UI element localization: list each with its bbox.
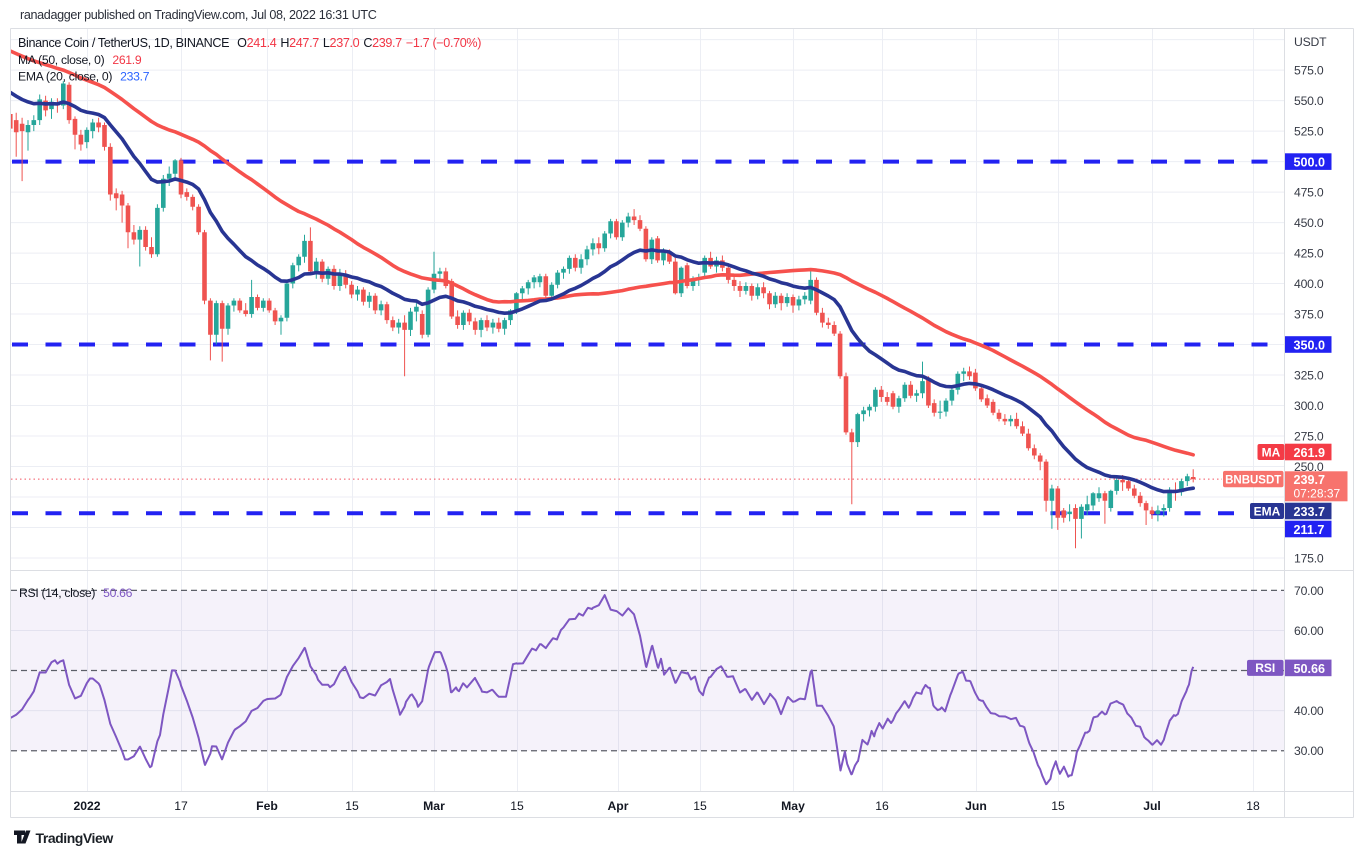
svg-text:275.0: 275.0	[1294, 430, 1324, 444]
svg-text:325.0: 325.0	[1294, 369, 1324, 383]
svg-text:239.7: 239.7	[1294, 473, 1326, 487]
svg-text:15: 15	[510, 799, 524, 813]
svg-text:261.9: 261.9	[1294, 446, 1326, 460]
svg-text:70.00: 70.00	[1294, 584, 1324, 598]
svg-text:Jul: Jul	[1143, 799, 1161, 813]
svg-text:MA: MA	[1262, 445, 1281, 459]
svg-text:Apr: Apr	[608, 799, 629, 813]
svg-text:450.0: 450.0	[1294, 216, 1324, 230]
svg-text:211.7: 211.7	[1294, 523, 1325, 537]
svg-text:RSI (14, close)50.66: RSI (14, close) 50.66	[19, 586, 133, 600]
svg-text:RSI: RSI	[1255, 661, 1275, 675]
svg-text:Mar: Mar	[423, 799, 445, 813]
svg-text:575.0: 575.0	[1294, 64, 1324, 78]
svg-text:07:28:37: 07:28:37	[1294, 487, 1341, 501]
svg-text:MA (50, close, 0)261.9: MA (50, close, 0) 261.9	[18, 53, 142, 67]
svg-text:USDT: USDT	[1294, 35, 1327, 49]
svg-text:EMA (20, close, 0)233.7: EMA (20, close, 0) 233.7	[18, 70, 150, 84]
svg-text:40.00: 40.00	[1294, 704, 1324, 718]
svg-text:16: 16	[875, 799, 889, 813]
svg-text:TradingView: TradingView	[36, 830, 114, 846]
svg-text:18: 18	[1246, 799, 1260, 813]
svg-text:30.00: 30.00	[1294, 744, 1324, 758]
svg-text:EMA: EMA	[1254, 504, 1281, 518]
svg-text:300.0: 300.0	[1294, 399, 1324, 413]
svg-text:250.0: 250.0	[1294, 460, 1324, 474]
svg-text:425.0: 425.0	[1294, 247, 1324, 261]
svg-text:175.0: 175.0	[1294, 552, 1324, 566]
svg-text:BNBUSDT: BNBUSDT	[1225, 474, 1281, 486]
svg-text:May: May	[781, 799, 805, 813]
svg-text:375.0: 375.0	[1294, 308, 1324, 322]
svg-text:ranadagger published on Tradin: ranadagger published on TradingView.com,…	[20, 8, 377, 22]
svg-text:60.00: 60.00	[1294, 624, 1324, 638]
svg-text:2022: 2022	[73, 799, 100, 813]
svg-text:Binance Coin / TetherUS, 1D, B: Binance Coin / TetherUS, 1D, BINANCE O241…	[18, 36, 481, 50]
svg-text:550.0: 550.0	[1294, 94, 1324, 108]
svg-text:233.7: 233.7	[1294, 505, 1326, 519]
svg-text:15: 15	[1051, 799, 1065, 813]
svg-text:475.0: 475.0	[1294, 186, 1324, 200]
svg-text:15: 15	[345, 799, 359, 813]
svg-text:350.0: 350.0	[1294, 338, 1326, 352]
svg-text:500.0: 500.0	[1294, 156, 1326, 170]
svg-text:525.0: 525.0	[1294, 125, 1324, 139]
svg-text:50.66: 50.66	[1294, 662, 1326, 676]
svg-text:Feb: Feb	[256, 799, 278, 813]
svg-text:15: 15	[693, 799, 707, 813]
svg-text:400.0: 400.0	[1294, 277, 1324, 291]
svg-text:Jun: Jun	[965, 799, 987, 813]
svg-text:17: 17	[174, 799, 188, 813]
